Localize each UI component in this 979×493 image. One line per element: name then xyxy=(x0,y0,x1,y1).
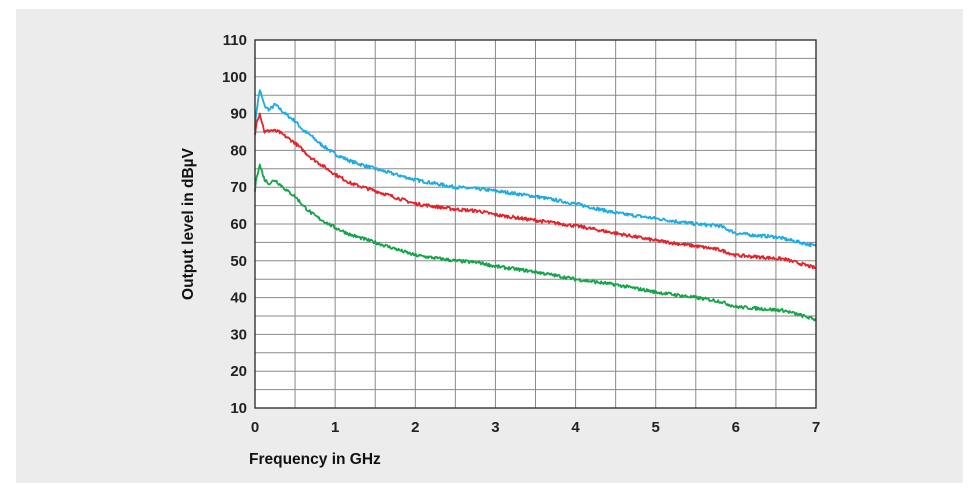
y-tick-label: 90 xyxy=(230,106,247,123)
x-tick-label: 6 xyxy=(732,419,740,436)
series-line-3 xyxy=(254,163,817,322)
grid xyxy=(254,39,817,409)
plot-frame xyxy=(254,39,817,409)
x-tick-labels: 0 1 2 3 4 5 6 7 xyxy=(251,419,820,436)
y-tick-label: 40 xyxy=(230,290,247,307)
x-tick-label: 3 xyxy=(491,419,499,436)
series-line-1 xyxy=(254,89,817,248)
y-tick-label: 110 xyxy=(223,32,247,49)
x-tick-label: 4 xyxy=(571,419,580,436)
y-tick-label: 60 xyxy=(230,216,247,233)
x-tick-label: 0 xyxy=(251,419,259,436)
series-line-2 xyxy=(254,112,817,270)
x-tick-label: 2 xyxy=(411,419,419,436)
y-tick-label: 20 xyxy=(230,363,247,380)
y-axis-title: Output level in dBµV xyxy=(180,147,197,300)
y-tick-label: 100 xyxy=(222,69,247,86)
y-tick-label: 50 xyxy=(230,253,247,270)
y-tick-label: 30 xyxy=(230,326,247,343)
y-tick-labels: 10 20 30 40 50 60 70 80 90 100 110 xyxy=(222,32,247,417)
x-tick-label: 7 xyxy=(812,419,820,436)
x-tick-label: 1 xyxy=(331,419,339,436)
x-tick-label: 5 xyxy=(652,419,660,436)
y-tick-label: 70 xyxy=(230,179,247,196)
x-axis-title: Frequency in GHz xyxy=(249,451,381,468)
y-tick-label: 80 xyxy=(230,142,247,159)
series-layer xyxy=(254,89,817,322)
y-tick-label: 10 xyxy=(230,400,247,417)
